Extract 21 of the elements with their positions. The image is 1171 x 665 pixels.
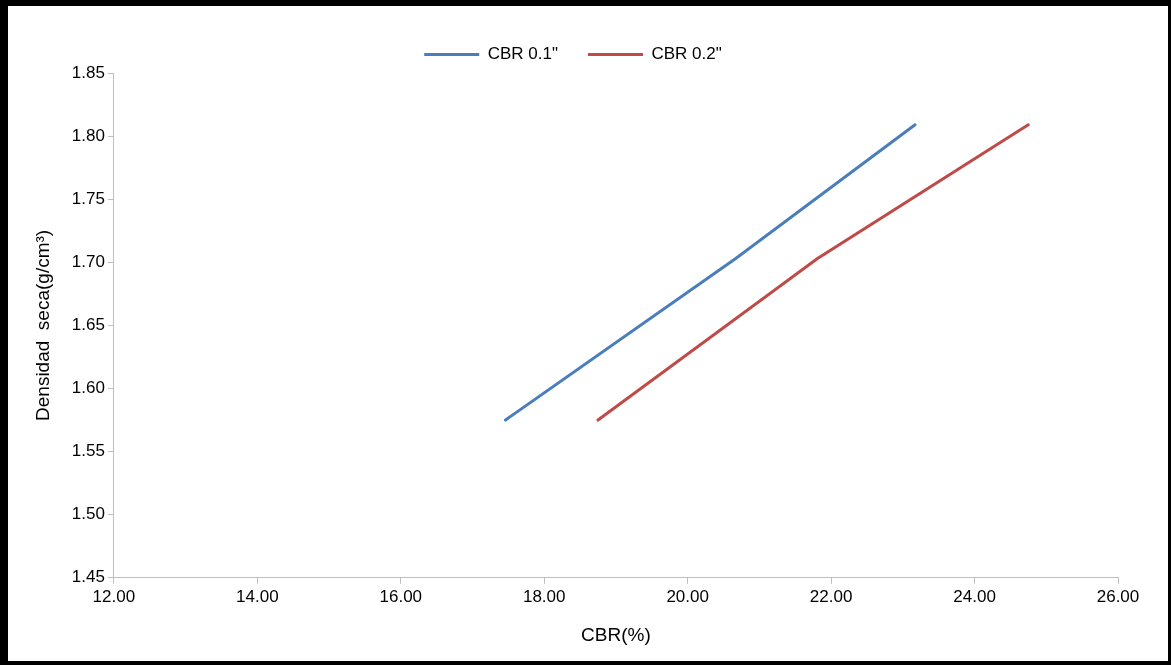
x-axis-title: CBR(%): [581, 623, 651, 645]
x-tick-label: 12.00: [92, 586, 136, 606]
y-tick-label: 1.80: [71, 125, 105, 145]
y-tick-label: 1.45: [71, 567, 105, 587]
x-tick-label: 26.00: [1096, 586, 1140, 606]
legend-label: CBR 0.2": [651, 44, 722, 64]
x-tick-label: 24.00: [953, 586, 996, 606]
x-tick-label: 16.00: [379, 586, 423, 606]
y-tick-label: 1.65: [71, 315, 105, 335]
y-tick-label: 1.60: [71, 378, 105, 398]
x-tick-label: 14.00: [236, 586, 279, 606]
x-tick-label: 18.00: [522, 586, 566, 606]
y-tick-label: 1.85: [71, 62, 105, 82]
y-axis-title: Densidad seca(g/cm³): [31, 229, 53, 421]
x-tick-label: 22.00: [809, 586, 853, 606]
x-tick-label: 20.00: [666, 586, 709, 606]
legend-label: CBR 0.1": [487, 44, 559, 64]
y-tick-label: 1.75: [71, 188, 105, 208]
y-tick-label: 1.50: [71, 504, 105, 524]
y-tick-label: 1.55: [71, 441, 105, 461]
y-tick-label: 1.70: [71, 251, 105, 271]
